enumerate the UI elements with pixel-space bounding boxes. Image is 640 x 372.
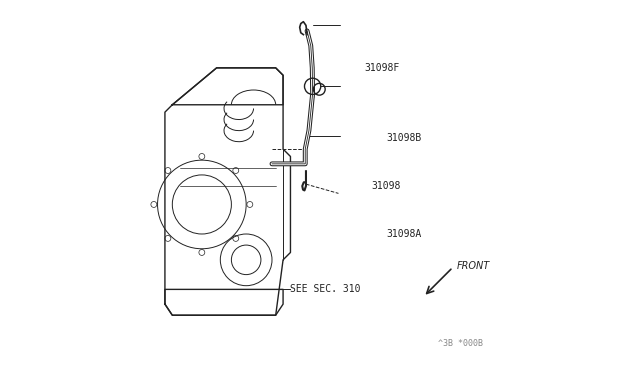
Text: 31098B: 31098B (387, 133, 422, 143)
Text: 31098A: 31098A (387, 229, 422, 239)
Text: FRONT: FRONT (456, 261, 490, 271)
Text: ^3B *000B: ^3B *000B (438, 340, 483, 349)
Text: 31098: 31098 (372, 181, 401, 191)
Text: SEE SEC. 310: SEE SEC. 310 (291, 284, 361, 294)
Text: 31098F: 31098F (364, 63, 399, 73)
